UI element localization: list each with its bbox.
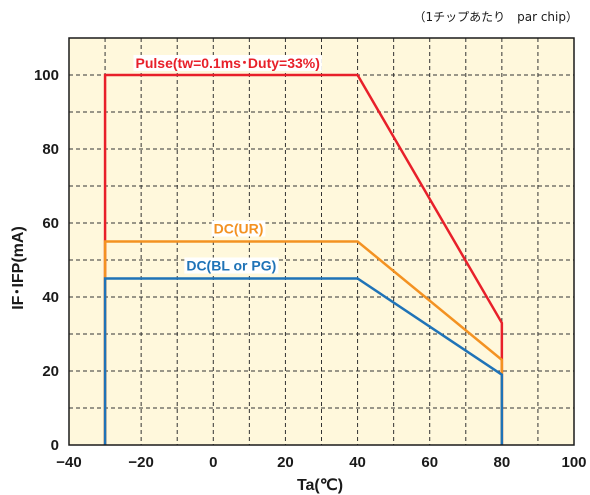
x-axis-title: Ta(℃)	[297, 477, 343, 494]
chart-note: （1チップあたり par chip）	[413, 10, 578, 24]
series-label-bg	[211, 220, 266, 237]
x-tick-label: −20	[128, 454, 153, 471]
x-tick-label: 100	[561, 454, 586, 471]
series-labels: Pulse(tw=0.1ms･Duty=33%) DC(UR) DC(BL or P…	[133, 55, 322, 274]
x-tick-label: 0	[209, 454, 217, 471]
tick-labels: −40 −20 0 20 40 60 80 100 0 20 40 60 80 100	[34, 67, 587, 471]
y-tick-label: 40	[42, 289, 59, 306]
y-tick-label: 60	[42, 215, 59, 232]
series-label-bg	[133, 55, 322, 71]
x-tick-label: −40	[56, 454, 81, 471]
series-line-2	[103, 277, 504, 445]
y-tick-label: 20	[42, 363, 59, 380]
series-lines	[103, 73, 504, 445]
x-tick-label: 20	[277, 454, 294, 471]
series-label-bg	[184, 257, 279, 274]
x-tick-label: 60	[421, 454, 438, 471]
plot-frame	[68, 37, 575, 446]
series-label-0: Pulse(tw=0.1ms･Duty=33%)	[136, 55, 320, 71]
series-label-1: DC(UR)	[214, 221, 264, 237]
y-axis-title: IF･IFP(mA)	[10, 226, 27, 310]
y-tick-label: 0	[51, 437, 59, 454]
y-tick-label: 100	[34, 67, 59, 84]
y-tick-label: 80	[42, 141, 59, 158]
x-tick-label: 40	[349, 454, 366, 471]
series-label-2: DC(BL or PG)	[186, 258, 276, 274]
x-tick-label: 80	[494, 454, 511, 471]
